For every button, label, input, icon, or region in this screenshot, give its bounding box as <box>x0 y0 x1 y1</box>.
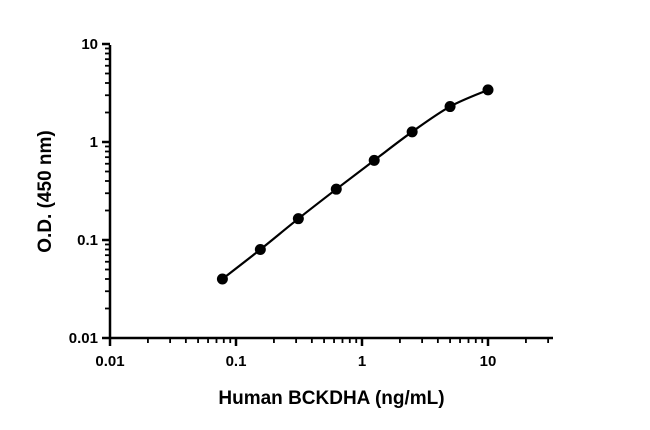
x-axis-title: Human BCKDHA (ng/mL) <box>218 388 444 409</box>
y-axis-ticks: 0.01 0.1 1 10 <box>69 36 110 347</box>
y-tick-label: 10 <box>81 36 98 53</box>
data-point <box>406 126 418 138</box>
data-point <box>292 213 304 225</box>
x-axis-ticks: 0.01 0.1 1 10 <box>95 338 550 370</box>
data-point <box>482 84 494 96</box>
data-point <box>216 273 228 285</box>
y-tick-label: 0.01 <box>69 330 98 347</box>
x-tick-label: 1 <box>358 353 366 370</box>
y-tick-label: 1 <box>90 134 98 151</box>
data-point <box>330 183 342 195</box>
data-point <box>254 243 266 255</box>
data-point <box>368 154 380 166</box>
x-tick-label: 10 <box>480 353 497 370</box>
axes <box>108 45 553 340</box>
x-tick-label: 0.01 <box>95 353 124 370</box>
y-tick-label: 0.1 <box>77 232 98 249</box>
data-points <box>216 84 494 285</box>
x-tick-label: 0.1 <box>226 353 247 370</box>
data-point <box>444 101 456 113</box>
y-axis-title: O.D. (450 nm) <box>35 130 56 252</box>
